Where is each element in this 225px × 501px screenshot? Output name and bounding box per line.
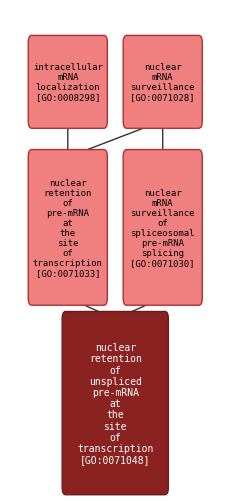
Text: nuclear
mRNA
surveillance
[GO:0071028]: nuclear mRNA surveillance [GO:0071028] [130,63,194,102]
FancyBboxPatch shape [28,150,107,306]
Text: nuclear
mRNA
surveillance
of
spliceosomal
pre-mRNA
splicing
[GO:0071030]: nuclear mRNA surveillance of spliceosoma… [130,188,194,268]
Text: nuclear
retention
of
unspliced
pre-mRNA
at
the
site
of
transcription
[GO:0071048: nuclear retention of unspliced pre-mRNA … [77,342,153,464]
FancyBboxPatch shape [62,312,168,495]
Text: intracellular
mRNA
localization
[GO:0008298]: intracellular mRNA localization [GO:0008… [33,63,102,102]
Text: nuclear
retention
of
pre-mRNA
at
the
site
of
transcription
[GO:0071033]: nuclear retention of pre-mRNA at the sit… [33,178,102,278]
FancyBboxPatch shape [123,36,201,129]
FancyBboxPatch shape [123,150,201,306]
FancyBboxPatch shape [28,36,107,129]
